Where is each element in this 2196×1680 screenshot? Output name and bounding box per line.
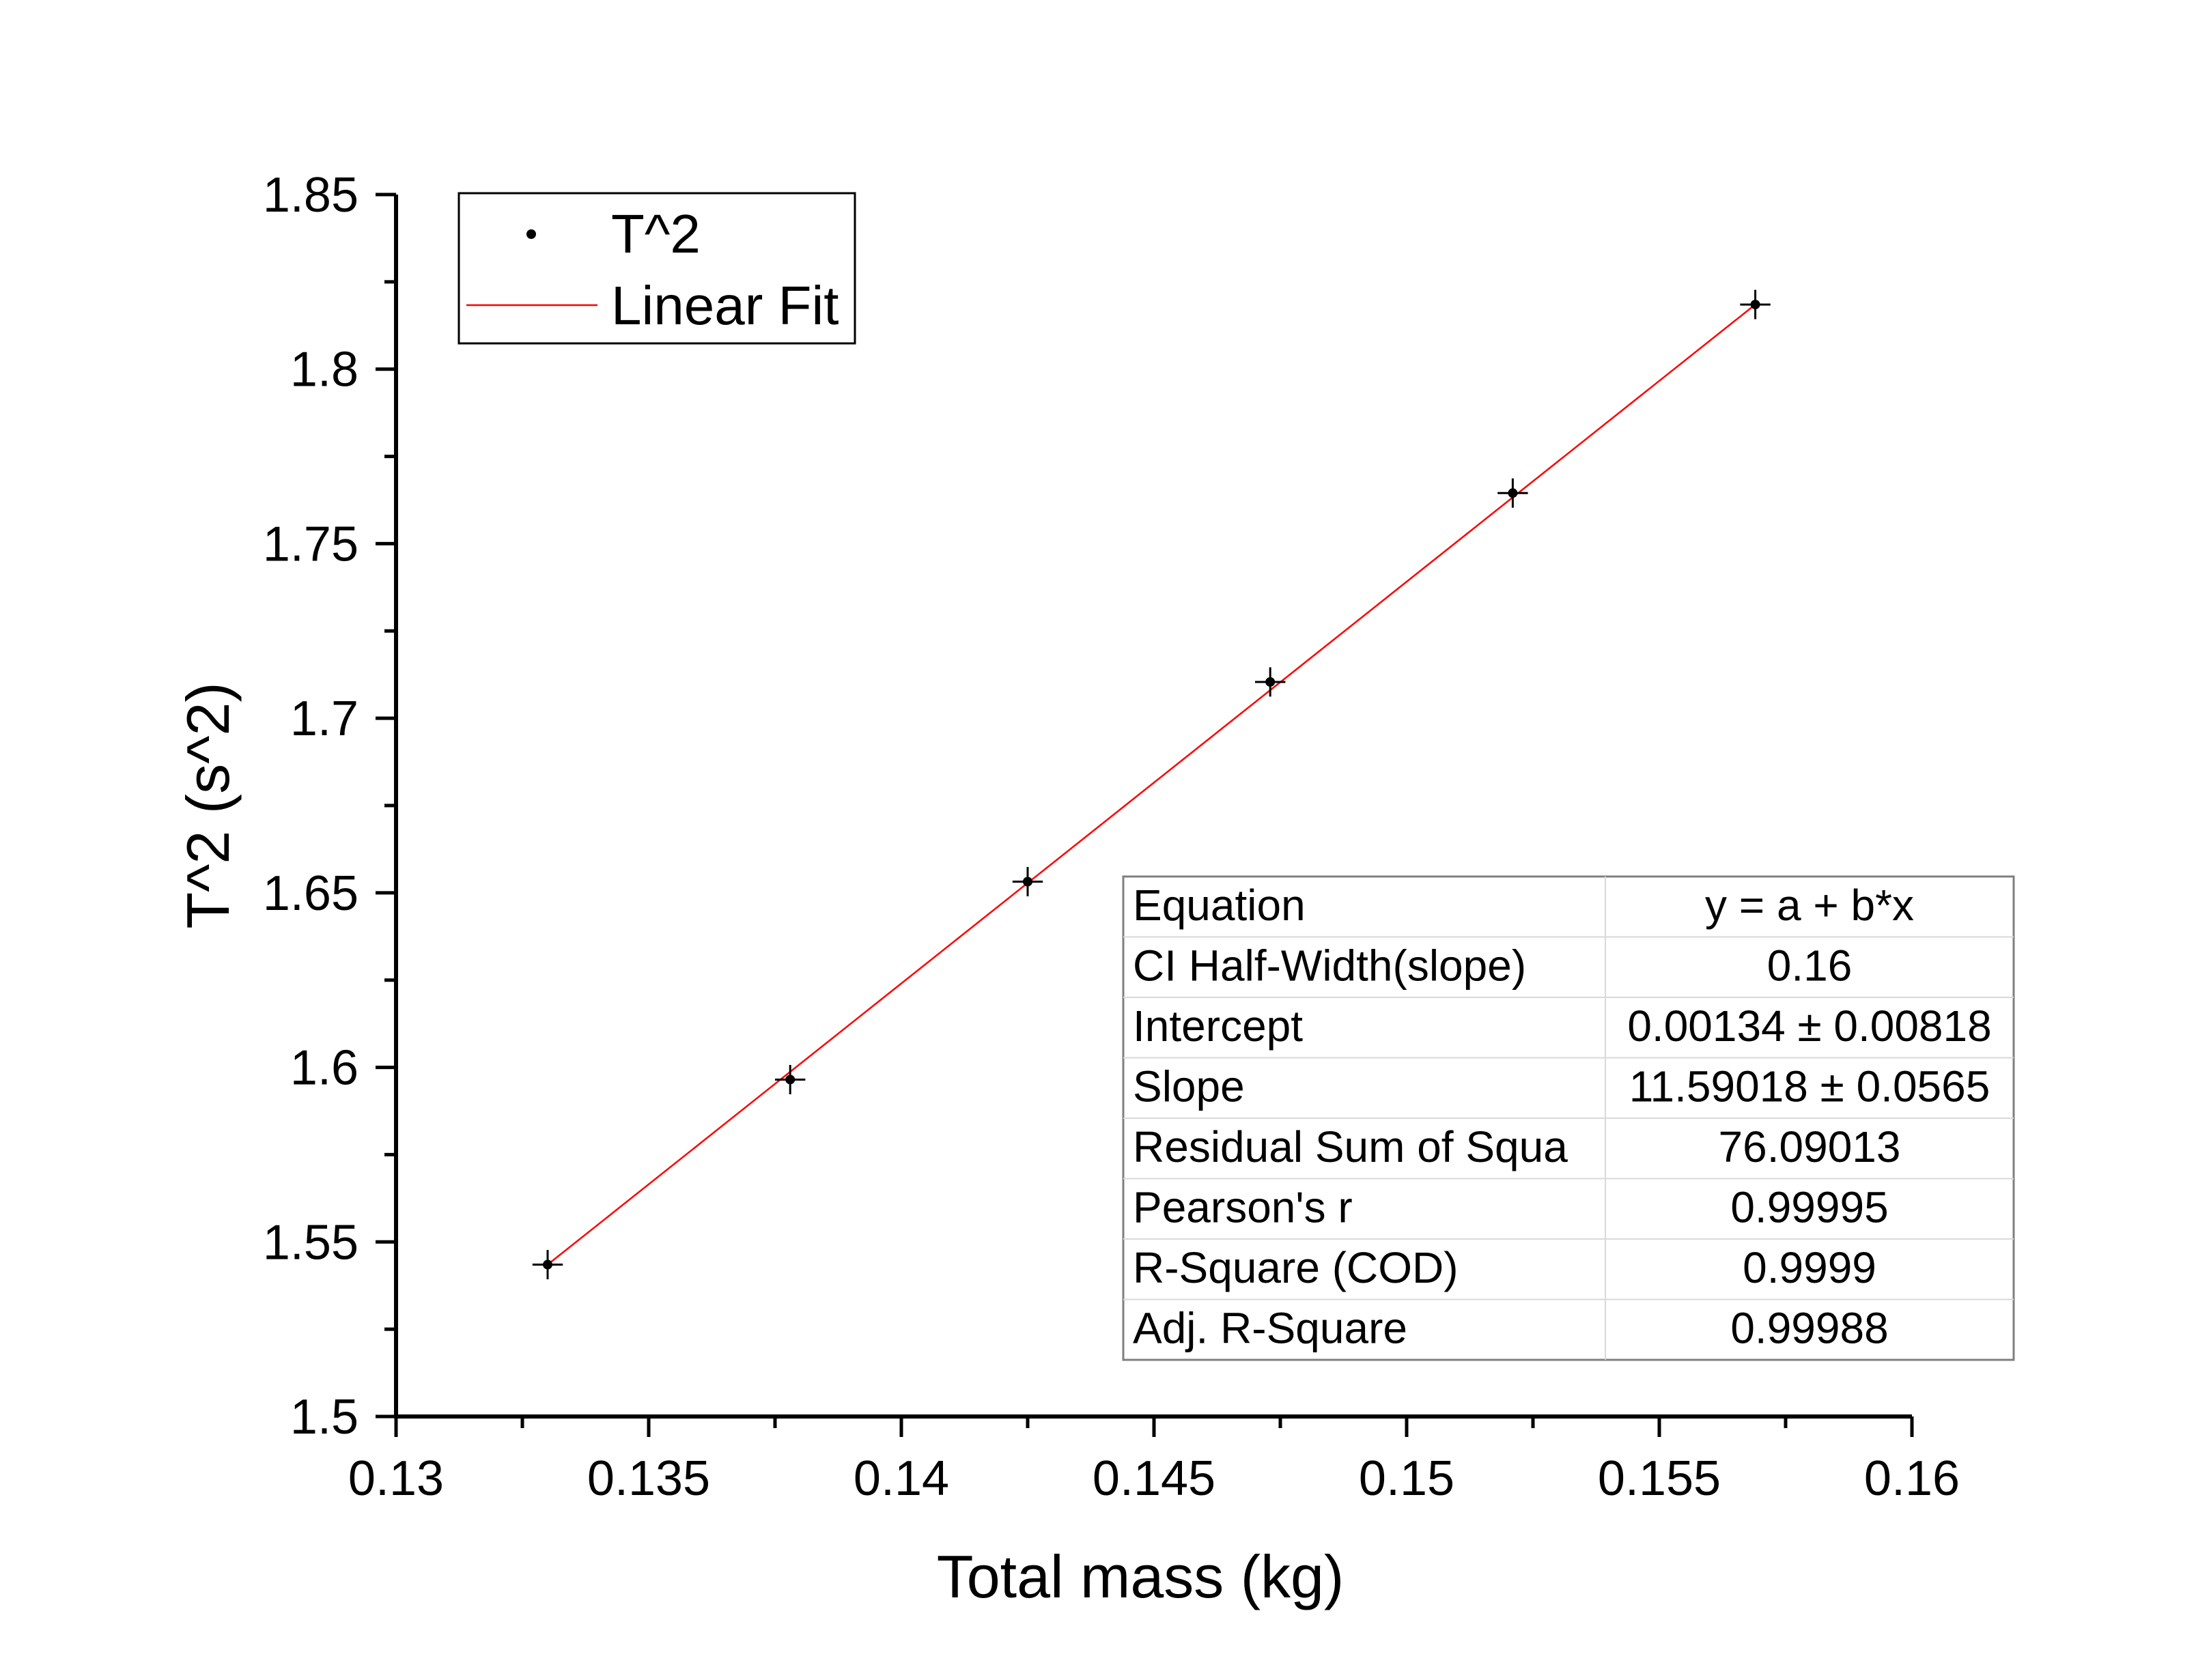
point-marker <box>1265 677 1276 687</box>
fit-table-param-label: CI Half-Width(slope) <box>1133 941 1526 991</box>
legend-label-points: T^2 <box>611 203 701 264</box>
y-tick-label: 1.85 <box>263 168 358 223</box>
fit-table-param-value: 0.99995 <box>1730 1183 1888 1232</box>
fit-table-param-value: 11.59018 ± 0.0565 <box>1629 1062 1990 1111</box>
x-tick-label: 0.145 <box>1093 1451 1215 1506</box>
legend-marker-points <box>526 229 536 239</box>
legend-label-fit: Linear Fit <box>611 275 839 336</box>
fit-table-param-value: 0.00134 ± 0.00818 <box>1627 1001 1991 1051</box>
axes-layer: 0.13 0.135 0.14 0.145 0.15 0.155 0.16 1.5 1.55 1.… <box>174 168 1960 1610</box>
x-tick-label: 0.135 <box>587 1451 710 1506</box>
x-tick-label: 0.14 <box>854 1451 949 1506</box>
fit-table-param-label: Pearson's r <box>1133 1183 1353 1232</box>
fit-table-param-label: R-Square (COD) <box>1133 1243 1459 1292</box>
data-point <box>532 1250 563 1280</box>
data-point <box>1012 867 1043 896</box>
fit-table-param-label: Residual Sum of Squa <box>1133 1122 1568 1171</box>
y-tick-label: 1.55 <box>263 1215 358 1270</box>
fit-table-param-value: 0.99988 <box>1730 1304 1888 1353</box>
x-tick-label: 0.16 <box>1864 1451 1960 1506</box>
fit-table-param-value: y = a + b*x <box>1705 881 1914 930</box>
y-tick-label: 1.7 <box>290 692 358 746</box>
y-tick-label: 1.8 <box>290 343 358 397</box>
fit-table-param-value: 0.9999 <box>1743 1243 1876 1292</box>
x-axis-title: Total mass (kg) <box>937 1543 1345 1610</box>
legend-box <box>458 192 856 345</box>
fit-table-param-value: 0.16 <box>1767 941 1853 991</box>
fit-table-param-label: Slope <box>1133 1062 1245 1111</box>
fit-table-param-label: Equation <box>1133 881 1306 930</box>
fit-line <box>547 304 1756 1266</box>
y-tick-label: 1.6 <box>290 1041 358 1096</box>
fit-table-param-label: Intercept <box>1133 1001 1303 1051</box>
x-tick-label: 0.13 <box>348 1451 444 1506</box>
fit-table-param-label: Adj. R-Square <box>1133 1304 1407 1353</box>
fit-layer <box>547 304 1756 1266</box>
y-tick-label: 1.75 <box>263 517 358 571</box>
data-point <box>1497 478 1528 508</box>
x-tick-label: 0.15 <box>1359 1451 1454 1506</box>
data-point <box>1740 289 1771 319</box>
legend-layer: T^2 Linear Fit <box>458 192 856 345</box>
points-layer <box>532 289 1771 1280</box>
fit-table-layer: Equation y = a + b*x CI Half-Width(slope) 0… <box>1122 875 2015 1361</box>
x-tick-label: 0.155 <box>1598 1451 1721 1506</box>
y-axis-title: T^2 (s^2) <box>174 682 242 928</box>
data-point <box>775 1064 806 1094</box>
data-point <box>1255 667 1286 697</box>
y-tick-label: 1.5 <box>290 1390 358 1444</box>
point-marker <box>1750 300 1760 310</box>
y-tick-label: 1.65 <box>263 866 358 921</box>
point-marker <box>543 1259 552 1270</box>
fit-table-param-value: 76.09013 <box>1719 1122 1901 1171</box>
point-marker <box>1508 488 1518 498</box>
point-marker <box>785 1074 796 1085</box>
point-marker <box>1023 877 1032 887</box>
